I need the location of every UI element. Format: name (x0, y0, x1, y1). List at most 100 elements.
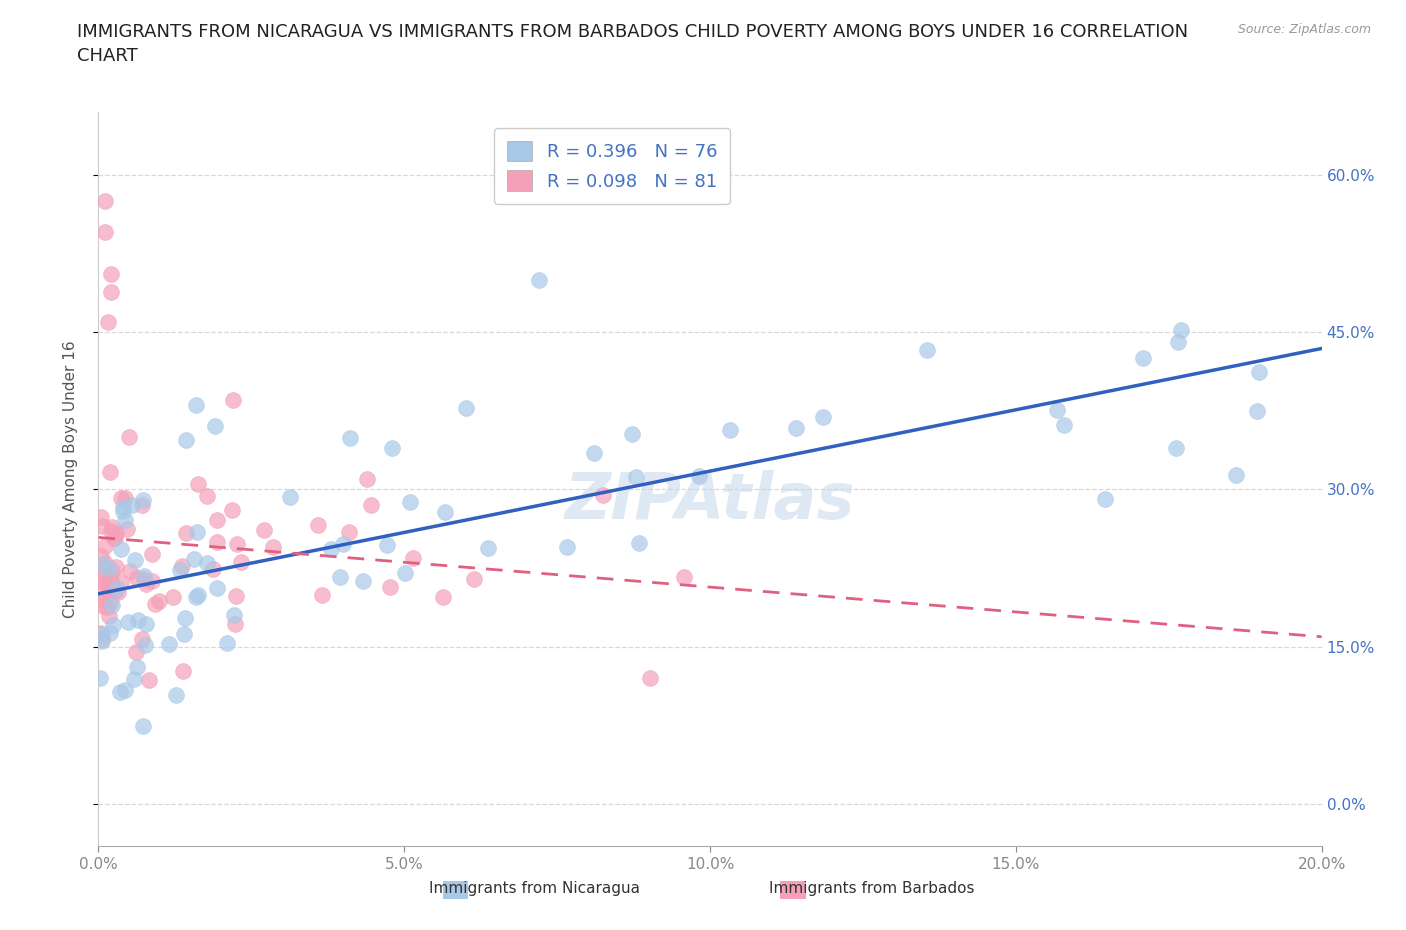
Point (339, 431, 361, 445)
Point (454, 401, 477, 416)
Point (101, 578, 124, 593)
Point (148, 593, 170, 608)
Point (131, 498, 153, 512)
Point (224, 607, 246, 622)
Point (183, 551, 205, 566)
Point (91, 599, 114, 614)
Point (399, 495, 422, 510)
Point (94, 538, 117, 553)
Point (432, 590, 454, 604)
Point (97, 577, 120, 591)
Point (785, 421, 807, 436)
Point (104, 531, 127, 546)
Point (101, 618, 124, 632)
Point (108, 684, 131, 699)
Point (91, 633, 114, 648)
Point (170, 558, 193, 573)
Point (97, 561, 120, 576)
Point (93, 225, 115, 240)
Point (122, 671, 145, 686)
Point (104, 583, 127, 598)
Point (141, 574, 163, 589)
Point (592, 488, 614, 503)
Point (1164, 440, 1187, 455)
Point (394, 565, 416, 580)
Point (201, 561, 224, 576)
Point (174, 432, 197, 447)
Point (1246, 403, 1268, 418)
Point (621, 426, 644, 441)
Point (132, 493, 155, 508)
Point (463, 571, 485, 586)
Point (174, 525, 197, 540)
Point (673, 570, 696, 585)
Text: IMMIGRANTS FROM NICARAGUA VS IMMIGRANTS FROM BARBADOS CHILD POVERTY AMONG BOYS U: IMMIGRANTS FROM NICARAGUA VS IMMIGRANTS … (77, 23, 1188, 65)
Text: Source: ZipAtlas.com: Source: ZipAtlas.com (1237, 23, 1371, 36)
Point (186, 525, 208, 540)
Point (307, 518, 329, 533)
Point (101, 564, 124, 578)
Point (114, 682, 136, 697)
Point (184, 590, 207, 604)
Point (1170, 323, 1192, 338)
Point (195, 555, 218, 570)
Point (125, 659, 148, 674)
Point (110, 541, 132, 556)
Point (1167, 334, 1189, 349)
Point (187, 476, 209, 491)
Point (125, 570, 148, 585)
Point (917, 343, 939, 358)
Point (114, 491, 136, 506)
Point (93, 193, 115, 208)
Point (111, 504, 134, 519)
Text: ZIPAtlas: ZIPAtlas (565, 470, 855, 532)
Point (356, 472, 378, 486)
Point (121, 498, 143, 512)
Point (101, 520, 124, 535)
Y-axis label: Child Poverty Among Boys Under 16: Child Poverty Among Boys Under 16 (63, 340, 77, 618)
Point (688, 469, 710, 484)
Point (98, 626, 121, 641)
Point (132, 571, 155, 586)
Point (100, 285, 122, 299)
Point (93, 568, 115, 583)
Point (134, 637, 156, 652)
Point (89, 671, 111, 685)
Point (1094, 491, 1116, 506)
Point (91, 631, 114, 646)
Point (127, 613, 149, 628)
Point (94, 555, 117, 570)
Point (162, 590, 184, 604)
Point (165, 688, 187, 703)
Point (1132, 351, 1154, 365)
Point (100, 597, 122, 612)
Point (217, 636, 239, 651)
Point (117, 522, 139, 537)
Point (718, 423, 741, 438)
Point (225, 589, 247, 604)
Point (110, 490, 132, 505)
Point (337, 525, 360, 539)
Point (141, 547, 163, 562)
Point (135, 577, 157, 591)
Point (91, 519, 114, 534)
Point (207, 535, 229, 550)
Point (172, 663, 194, 678)
Point (252, 523, 274, 538)
Point (94, 591, 117, 606)
Point (311, 588, 333, 603)
Point (100, 595, 122, 610)
Legend: R = 0.396   N = 76, R = 0.098   N = 81: R = 0.396 N = 76, R = 0.098 N = 81 (495, 128, 730, 204)
Point (204, 419, 226, 434)
Point (90, 549, 112, 564)
Point (381, 440, 404, 455)
Point (111, 500, 134, 515)
Point (222, 392, 245, 407)
Point (105, 581, 128, 596)
Point (555, 539, 578, 554)
Point (132, 568, 155, 583)
Point (226, 537, 249, 551)
Point (107, 585, 129, 600)
Point (1053, 418, 1076, 432)
Point (124, 553, 146, 568)
